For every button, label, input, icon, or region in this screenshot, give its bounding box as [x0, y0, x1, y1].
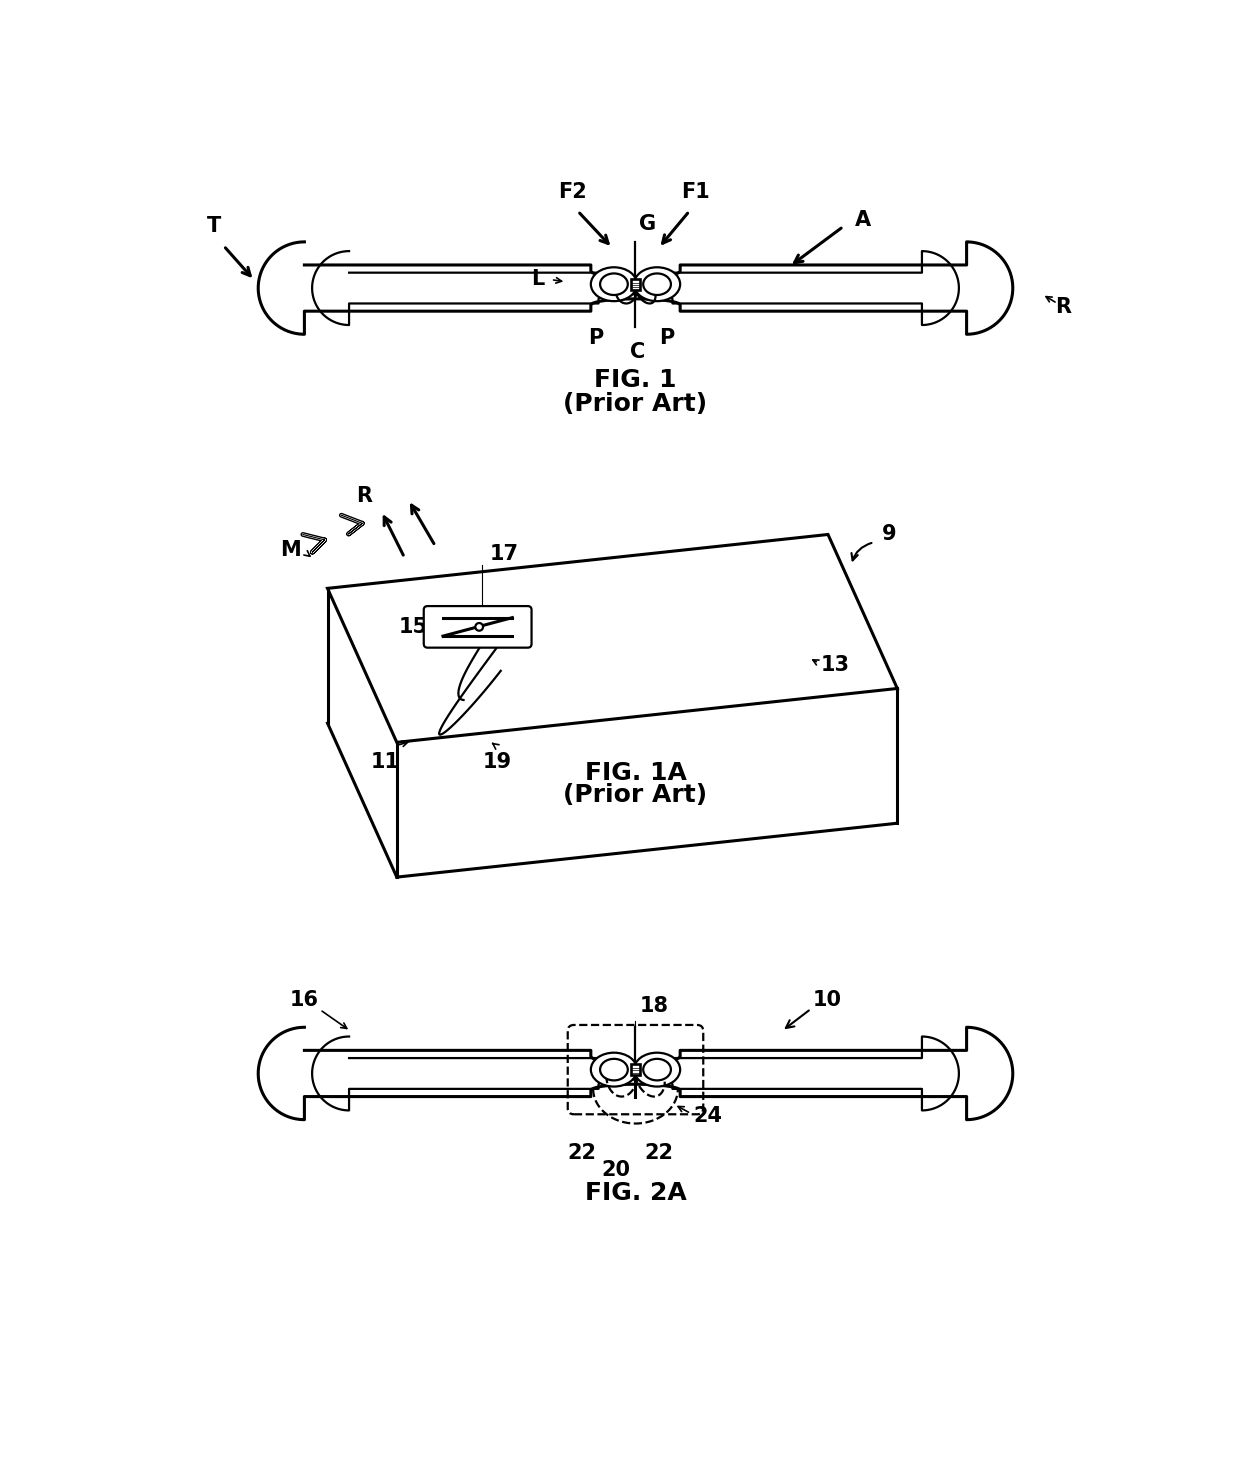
Text: T: T	[206, 215, 221, 236]
Text: 20: 20	[601, 1160, 631, 1179]
Text: C: C	[630, 343, 646, 362]
FancyBboxPatch shape	[424, 607, 532, 648]
Text: 22: 22	[567, 1143, 596, 1163]
Text: FIG. 1: FIG. 1	[594, 368, 677, 393]
Ellipse shape	[600, 273, 627, 295]
Text: 24: 24	[693, 1106, 722, 1126]
Text: 11: 11	[371, 752, 399, 771]
Text: 22: 22	[644, 1143, 673, 1163]
Ellipse shape	[634, 267, 681, 301]
Bar	[631, 1065, 640, 1075]
Text: G: G	[640, 214, 656, 234]
Text: F1: F1	[681, 182, 711, 202]
Text: FIG. 1A: FIG. 1A	[584, 761, 687, 785]
Text: 10: 10	[812, 991, 842, 1010]
Circle shape	[475, 623, 484, 630]
Ellipse shape	[600, 1059, 627, 1081]
Text: R: R	[356, 486, 372, 506]
Text: F2: F2	[558, 182, 587, 202]
Text: L: L	[532, 268, 544, 289]
Text: 9: 9	[882, 525, 897, 544]
Text: 18: 18	[640, 995, 668, 1016]
Bar	[631, 279, 640, 289]
Ellipse shape	[634, 1053, 681, 1087]
Ellipse shape	[590, 267, 637, 301]
Text: 17: 17	[490, 544, 518, 564]
Text: (Prior Art): (Prior Art)	[563, 783, 708, 807]
Text: 16: 16	[290, 991, 319, 1010]
Ellipse shape	[590, 1053, 637, 1087]
Text: 13: 13	[821, 655, 849, 675]
Text: (Prior Art): (Prior Art)	[563, 392, 708, 415]
Text: P: P	[658, 328, 673, 349]
Text: A: A	[854, 211, 870, 230]
Ellipse shape	[644, 1059, 671, 1081]
Text: FIG. 2A: FIG. 2A	[584, 1180, 687, 1204]
Text: P: P	[588, 328, 603, 349]
Text: R: R	[1055, 297, 1071, 317]
Text: 19: 19	[482, 752, 511, 771]
Text: M: M	[280, 540, 300, 561]
Ellipse shape	[644, 273, 671, 295]
Text: 15: 15	[398, 617, 428, 636]
